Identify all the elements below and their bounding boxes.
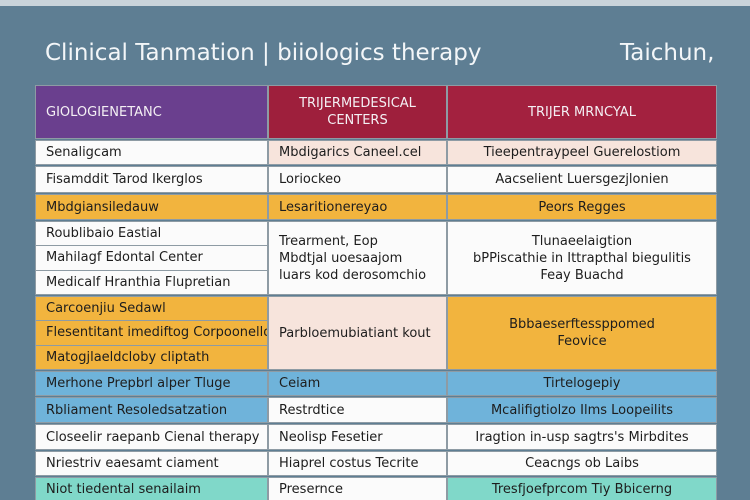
cell-text: Fisamddit Tarod Ikerglos	[46, 172, 203, 187]
cell-text: GIOLOGIENETANC	[46, 104, 162, 120]
table-cell: Tresfjoefprcom Tiy Bbicerng	[447, 477, 717, 500]
table-cell: Restrdtice	[268, 397, 447, 423]
cell-text: Mbdigarics Caneel.cel	[279, 145, 422, 160]
cell-text: Peors Regges	[538, 199, 626, 215]
cell-text: Mahilagf Edontal Center	[36, 245, 267, 269]
table-cell: Neolisp Fesetier	[268, 424, 447, 450]
table-cell: Hiaprel costus Tecrite	[268, 451, 447, 476]
table-cell: Merhone Prepbrl alper Tluge	[35, 371, 268, 396]
cell-text: Mbdtjal uoesaajom	[279, 250, 403, 266]
cell-text: Tresfjoefprcom Tiy Bbicerng	[491, 481, 673, 497]
cell-text: Presernce	[279, 481, 343, 497]
table-cell: Carcoenjiu Sedawl Flesentitant imediftog …	[35, 296, 268, 370]
cell-text: CENTERS	[327, 113, 388, 128]
cell-text: Neolisp Fesetier	[279, 429, 383, 445]
cell-text: Loriockeo	[279, 172, 342, 187]
table-cell: Presernce	[268, 477, 447, 500]
cell-text: TRIJER MRNCYAL	[528, 104, 636, 120]
cell-text: Aacselient Luersgezjlonien	[495, 172, 669, 187]
cell-text: Hiaprel costus Tecrite	[279, 456, 419, 471]
cell-text: Merhone Prepbrl alper Tluge	[46, 376, 231, 391]
table-cell: Lesaritionereyao	[268, 194, 447, 220]
table-cell: Roublibaio Eastial Mahilagf Edontal Cente…	[35, 221, 268, 295]
table-cell: Niot tiedental senailaim	[35, 477, 268, 500]
table-cell: Iragtion in-usp sagtrs's Mirbdites	[447, 424, 717, 450]
cell-text: Feovice	[557, 334, 607, 349]
cell-text: luars kod derosomchio	[279, 267, 427, 283]
table-cell: Ceacngs ob Laibs	[447, 451, 717, 476]
table-cell: Fisamddit Tarod Ikerglos	[35, 166, 268, 193]
table-cell: Trearment, Eop Mbdtjal uoesaajom luars kod…	[268, 221, 447, 295]
cell-text: Restrdtice	[279, 402, 345, 418]
cell-text: Parbloemubiatiant kout	[279, 325, 431, 341]
cell-text: Mcalifigtiolzo Ilms Loopeilits	[490, 402, 674, 418]
cell-text: Carcoenjiu Sedawl	[46, 301, 166, 317]
table-cell: Ceiam	[268, 371, 447, 396]
table-cell: Tirtelogepiy	[447, 371, 717, 396]
cell-text: Tirtelogepiy	[543, 376, 621, 391]
cell-text: Roublibaio Eastial	[46, 226, 162, 242]
cell-text: Rbliament Resoledsatzation	[46, 402, 228, 418]
table-cell: Nriestriv eaesamt ciament	[35, 451, 268, 476]
location: Taichun,	[620, 40, 715, 66]
cell-text: Niot tiedental senailaim	[46, 481, 201, 497]
cell-text: Bbbaeserftessppomed	[509, 317, 655, 332]
table-cell: Parbloemubiatiant kout	[268, 296, 447, 370]
table-cell: Tlunaeelaigtion bPPiscathie in Ittrapthal…	[447, 221, 717, 295]
cell-text: Matogjlaeldcloby cliptath	[36, 344, 267, 369]
table-cell: Senaligcam	[35, 140, 268, 165]
page-title: Clinical Tanmation | biiologics therapy	[45, 40, 482, 66]
cell-text: Feay Buachd	[540, 267, 624, 283]
table-cell: Mbdigarics Caneel.cel	[268, 140, 447, 165]
cell-text: Medicalf Hranthia Flupretian	[36, 269, 267, 294]
column-header: GIOLOGIENETANC	[35, 85, 268, 139]
table-cell: Rbliament Resoledsatzation	[35, 397, 268, 423]
cell-text: Tieepentraypeel Guerelostiom	[483, 145, 681, 160]
column-header: TRIJER MRNCYAL	[447, 85, 717, 139]
table-cell: Tieepentraypeel Guerelostiom	[447, 140, 717, 165]
cell-text: bPPiscathie in Ittrapthal biegulitis	[473, 250, 691, 266]
table-cell: Peors Regges	[447, 194, 717, 220]
cell-text: Tlunaeelaigtion	[531, 233, 633, 249]
top-strip	[0, 0, 750, 6]
cell-text: Ceiam	[279, 376, 321, 391]
table-cell: Loriockeo	[268, 166, 447, 193]
cell-text: Ceacngs ob Laibs	[525, 456, 639, 471]
cell-text: TRIJERMEDESICAL	[299, 96, 416, 111]
cell-text: Trearment, Eop	[279, 233, 378, 249]
table-cell: Mcalifigtiolzo Ilms Loopeilits	[447, 397, 717, 423]
table-cell: Closeelir raepanb Cienal therapy	[35, 424, 268, 450]
cell-text: Iragtion in-usp sagtrs's Mirbdites	[475, 429, 689, 445]
column-header: TRIJERMEDESICAL CENTERS	[268, 85, 447, 139]
table-cell: Mbdgiansiledauw	[35, 194, 268, 220]
cell-text: Flesentitant imediftog Corpoonelloc	[36, 320, 267, 344]
cell-text: Nriestriv eaesamt ciament	[46, 456, 219, 471]
table-cell: Bbbaeserftessppomed Feovice	[447, 296, 717, 370]
cell-text: Lesaritionereyao	[279, 199, 388, 215]
cell-text: Senaligcam	[46, 145, 122, 160]
cell-text: Mbdgiansiledauw	[46, 199, 159, 215]
cell-text: Closeelir raepanb Cienal therapy	[46, 429, 260, 445]
table-cell: Aacselient Luersgezjlonien	[447, 166, 717, 193]
